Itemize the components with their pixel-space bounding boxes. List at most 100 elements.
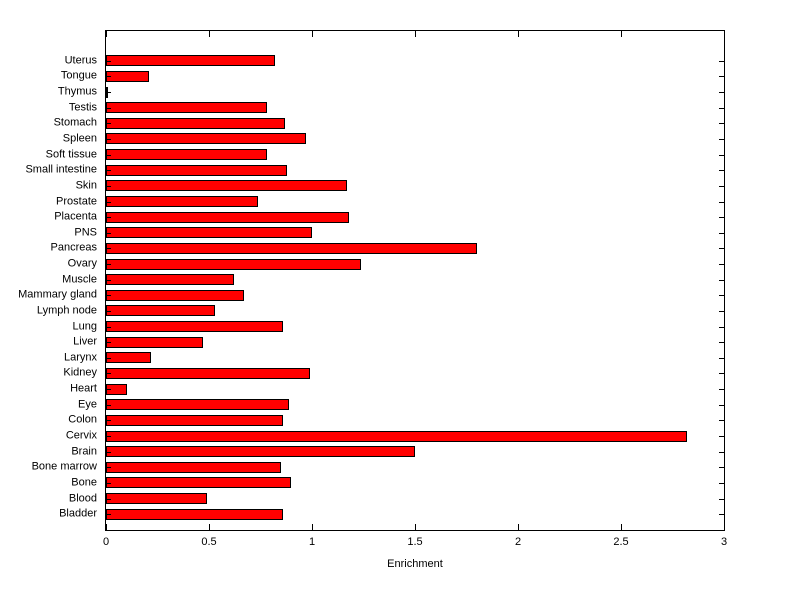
x-tick-mark	[517, 524, 519, 530]
y-tick-mark	[719, 232, 724, 234]
y-tick-mark	[106, 389, 111, 391]
bar-ovary	[106, 258, 362, 270]
y-tick-mark	[106, 248, 111, 250]
y-tick-mark	[719, 60, 724, 62]
y-tick-mark	[106, 264, 111, 266]
category-label-testis: Testis	[68, 101, 97, 114]
y-tick-mark	[719, 342, 724, 344]
x-tick-mark	[723, 524, 725, 530]
category-label-pancreas: Pancreas	[50, 241, 97, 254]
bar-mammary-gland	[106, 289, 245, 301]
y-tick-mark	[719, 357, 724, 359]
bar-stomach	[106, 117, 286, 129]
x-tick-mark	[517, 31, 519, 37]
y-tick-mark	[106, 467, 111, 469]
y-tick-mark	[106, 170, 111, 172]
category-label-ovary: Ovary	[67, 257, 97, 270]
bar-spleen	[106, 133, 306, 145]
y-tick-mark	[719, 467, 724, 469]
category-label-heart: Heart	[70, 382, 97, 395]
bar-cervix	[106, 430, 687, 442]
category-label-stomach: Stomach	[53, 116, 97, 129]
category-label-small-intestine: Small intestine	[25, 163, 97, 176]
y-tick-mark	[106, 357, 111, 359]
y-tick-mark	[106, 279, 111, 281]
y-tick-mark	[719, 373, 724, 375]
y-tick-mark	[719, 326, 724, 328]
x-tick-mark	[105, 31, 107, 37]
y-tick-mark	[719, 498, 724, 500]
x-axis-tick-labels: 0 0.5 1 1.5 2 2.5 3	[103, 532, 728, 548]
y-tick-mark	[719, 420, 724, 422]
x-tick-mark	[208, 31, 210, 37]
plot-area	[105, 30, 725, 531]
y-tick-mark	[106, 373, 111, 375]
bar-bone	[106, 477, 292, 489]
category-label-mammary-gland: Mammary gland	[18, 288, 97, 301]
bar-muscle	[106, 274, 234, 286]
x-tick-label: 0.5	[201, 536, 217, 548]
x-tick-mark	[414, 31, 416, 37]
y-tick-mark	[106, 451, 111, 453]
bar-brain	[106, 446, 415, 458]
category-label-uterus: Uterus	[64, 54, 97, 67]
y-tick-mark	[719, 404, 724, 406]
bar-bone-marrow	[106, 461, 282, 473]
bar-liver	[106, 336, 203, 348]
category-label-liver: Liver	[73, 335, 97, 348]
bar-uterus	[106, 55, 275, 67]
category-label-pns: PNS	[74, 226, 97, 239]
x-tick-label: 1	[308, 536, 316, 548]
category-label-bone-marrow: Bone marrow	[31, 460, 97, 473]
x-tick-mark	[311, 31, 313, 37]
y-tick-mark	[106, 326, 111, 328]
y-tick-mark	[719, 170, 724, 172]
y-tick-mark	[106, 185, 111, 187]
category-label-colon: Colon	[68, 413, 97, 426]
y-tick-mark	[719, 248, 724, 250]
bar-skin	[106, 180, 348, 192]
y-tick-mark	[106, 123, 111, 125]
y-tick-mark	[719, 264, 724, 266]
category-label-thymus: Thymus	[57, 85, 97, 98]
bar-bladder	[106, 508, 284, 520]
category-label-skin: Skin	[75, 179, 97, 192]
y-tick-mark	[106, 404, 111, 406]
x-axis-title: Enrichment	[387, 558, 443, 570]
category-label-cervix: Cervix	[65, 429, 97, 442]
y-tick-mark	[106, 342, 111, 344]
bar-blood	[106, 493, 207, 505]
y-tick-mark	[106, 295, 111, 297]
y-tick-mark	[719, 185, 724, 187]
y-tick-mark	[106, 310, 111, 312]
category-label-placenta: Placenta	[54, 210, 97, 223]
x-tick-label: 2.5	[613, 536, 629, 548]
category-label-bladder: Bladder	[59, 507, 97, 520]
bar-lymph-node	[106, 305, 216, 317]
y-tick-mark	[106, 60, 111, 62]
x-tick-mark	[311, 524, 313, 530]
y-tick-mark	[719, 451, 724, 453]
y-tick-mark	[106, 498, 111, 500]
x-tick-mark	[105, 524, 107, 530]
y-tick-mark	[719, 123, 724, 125]
bar-small-intestine	[106, 164, 288, 176]
y-tick-mark	[106, 482, 111, 484]
category-label-lymph-node: Lymph node	[36, 304, 97, 317]
x-tick-mark	[620, 31, 622, 37]
y-tick-mark	[106, 76, 111, 78]
y-tick-mark	[719, 436, 724, 438]
x-tick-label: 3	[720, 536, 728, 548]
y-tick-mark	[106, 92, 111, 94]
category-label-tongue: Tongue	[60, 69, 97, 82]
category-label-soft-tissue: Soft tissue	[45, 148, 97, 161]
bar-lung	[106, 321, 284, 333]
bar-colon	[106, 414, 284, 426]
x-tick-mark	[620, 524, 622, 530]
y-tick-mark	[719, 76, 724, 78]
y-tick-mark	[106, 217, 111, 219]
y-tick-mark	[106, 436, 111, 438]
bar-eye	[106, 399, 290, 411]
bar-prostate	[106, 196, 259, 208]
